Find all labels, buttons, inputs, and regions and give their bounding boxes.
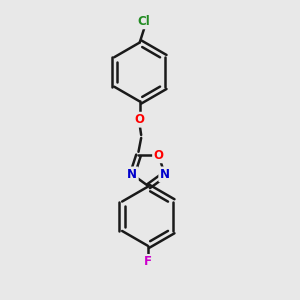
Text: Cl: Cl [138,15,151,28]
Text: O: O [154,149,164,162]
Text: N: N [127,168,137,181]
Text: F: F [144,255,152,268]
Text: N: N [160,168,170,181]
Text: O: O [135,113,145,126]
